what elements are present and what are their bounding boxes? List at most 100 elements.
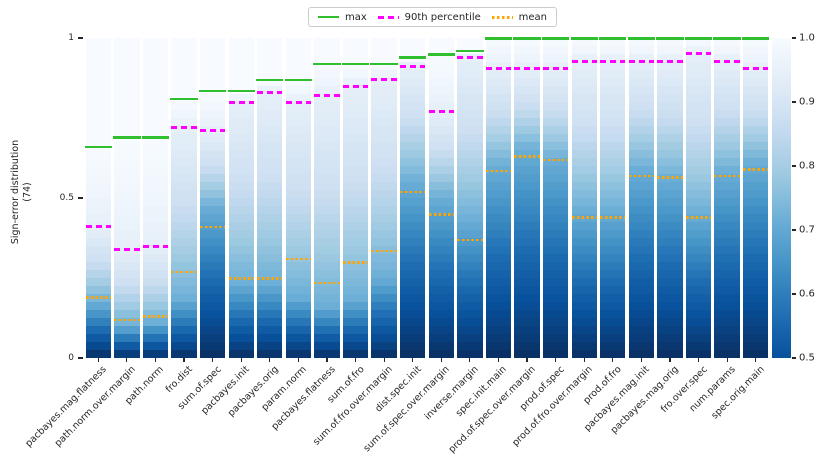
y-tick-label-1: 1 bbox=[68, 33, 74, 43]
distribution-bar-spec.orig.main bbox=[743, 38, 769, 358]
max-marker-num.params bbox=[713, 37, 741, 40]
bar-slot-sum.of.fro.over.margin bbox=[370, 38, 399, 358]
p90-marker-dist.spec.init bbox=[400, 65, 426, 69]
max-marker-prod.of.spec.over.margin bbox=[513, 37, 541, 40]
bar-slot-fro.dist bbox=[170, 38, 199, 358]
max-marker-dist.spec.init bbox=[399, 56, 427, 59]
colorbar-tick-label-0.6: 0.6 bbox=[799, 288, 815, 300]
x-tick-mark bbox=[126, 358, 128, 362]
colorbar-tick-label-0.7: 0.7 bbox=[799, 224, 815, 236]
bar-slot-sum.of.spec.over.margin bbox=[427, 38, 456, 358]
mean-marker-prod.of.fro bbox=[600, 216, 626, 219]
x-tick-mark bbox=[154, 358, 157, 362]
max-marker-sum.of.fro.over.margin bbox=[370, 62, 398, 66]
x-tick-mark bbox=[97, 358, 99, 362]
x-tick-mark bbox=[526, 358, 528, 362]
mean-marker-prod.of.spec bbox=[542, 158, 569, 162]
distribution-bar-prod.of.spec.over.margin bbox=[514, 38, 540, 358]
p90-marker-prod.of.spec.over.margin bbox=[514, 66, 540, 70]
colorbar-tick-mark bbox=[792, 37, 796, 39]
p90-marker-prod.of.fro.over.margin bbox=[571, 59, 597, 63]
bar-slot-sum.of.spec bbox=[198, 38, 227, 358]
x-tick-mark bbox=[669, 358, 671, 362]
x-tick-mark bbox=[583, 358, 585, 362]
max-marker-param.norm bbox=[284, 78, 313, 82]
bar-slot-pacbayes.init bbox=[227, 38, 256, 358]
mean-marker-prod.of.fro.over.margin bbox=[571, 216, 597, 219]
distribution-bar-path.norm bbox=[142, 38, 169, 358]
distribution-bar-pacbayes.init bbox=[228, 38, 254, 358]
y-tick-mark bbox=[78, 37, 83, 39]
mean-marker-path.norm bbox=[142, 315, 169, 318]
p90-marker-inverse.margin bbox=[457, 55, 483, 59]
mean-marker-sum.of.spec.over.margin bbox=[428, 213, 454, 216]
distribution-bar-pacbayes.flatness bbox=[314, 38, 340, 358]
x-tick-mark bbox=[297, 358, 299, 362]
y-axis-label-line1: Sign-error distribution bbox=[10, 139, 22, 245]
max-marker-pacbayes.flatness bbox=[313, 62, 341, 66]
bar-slot-dist.spec.init bbox=[398, 38, 427, 358]
colorbar-tick-mark bbox=[792, 357, 796, 359]
legend-label: max bbox=[345, 11, 367, 23]
mean-marker-pacbayes.mag.orig bbox=[657, 176, 683, 179]
mean-marker-pacbayes.init bbox=[228, 277, 254, 280]
p90-marker-pacbayes.orig bbox=[257, 90, 283, 94]
p90-marker-param.norm bbox=[285, 100, 312, 104]
x-tick-mark bbox=[326, 358, 328, 362]
bar-slot-prod.of.spec bbox=[541, 37, 570, 358]
distribution-bar-dist.spec.init bbox=[400, 38, 426, 358]
distribution-bar-fro.over.spec bbox=[685, 38, 712, 358]
max-marker-spec.orig.main bbox=[742, 37, 770, 40]
mean-marker-fro.over.spec bbox=[685, 216, 712, 219]
distribution-bar-prod.of.fro bbox=[600, 38, 626, 358]
y-tick-mark bbox=[78, 357, 83, 359]
x-tick-mark bbox=[555, 358, 557, 362]
legend-dashed-line-icon bbox=[377, 15, 399, 19]
x-tick-mark bbox=[497, 358, 500, 362]
p90-marker-path.norm.over.margin bbox=[114, 247, 140, 251]
bar-slot-pacbayes.orig bbox=[256, 38, 285, 358]
max-marker-fro.dist bbox=[170, 97, 198, 101]
bar-slot-prod.of.spec.over.margin bbox=[513, 37, 542, 358]
x-tick-mark bbox=[269, 358, 271, 362]
y-tick-label-0.5: 0.5 bbox=[59, 193, 74, 203]
x-tick-mark bbox=[726, 358, 728, 362]
x-tick-mark bbox=[383, 358, 385, 362]
max-marker-sum.of.fro bbox=[341, 62, 370, 66]
colorbar-tick-mark bbox=[792, 229, 796, 231]
x-tick-mark bbox=[212, 358, 214, 362]
max-marker-pacbayes.init bbox=[227, 89, 255, 93]
bar-slot-path.norm.over.margin bbox=[113, 38, 142, 358]
p90-marker-pacbayes.mag.init bbox=[628, 59, 655, 63]
legend-label: mean bbox=[518, 11, 547, 23]
p90-marker-pacbayes.mag.orig bbox=[657, 59, 683, 63]
p90-marker-sum.of.fro bbox=[342, 84, 369, 88]
legend-item-mean: mean bbox=[491, 11, 547, 23]
distribution-bar-inverse.margin bbox=[457, 38, 483, 358]
max-marker-spec.init.main bbox=[484, 37, 513, 40]
bar-slot-spec.orig.main bbox=[741, 37, 770, 358]
p90-marker-fro.dist bbox=[171, 126, 197, 130]
mean-marker-fro.dist bbox=[171, 270, 197, 274]
bar-slot-sum.of.fro bbox=[341, 38, 370, 358]
mean-marker-sum.of.fro.over.margin bbox=[371, 249, 397, 253]
bar-slot-param.norm bbox=[284, 38, 313, 358]
x-tick-mark bbox=[412, 358, 414, 362]
x-tick-mark bbox=[469, 358, 471, 362]
p90-marker-pacbayes.mag.flatness bbox=[85, 225, 111, 229]
x-tick-mark bbox=[183, 358, 185, 362]
p90-marker-spec.orig.main bbox=[743, 67, 769, 71]
colorbar-tick-label-0.5: 0.5 bbox=[799, 352, 815, 364]
colorbar bbox=[772, 38, 791, 358]
distribution-bar-pacbayes.mag.flatness bbox=[85, 38, 111, 358]
p90-marker-num.params bbox=[714, 59, 740, 63]
bar-slot-pacbayes.flatness bbox=[313, 38, 342, 358]
mean-marker-sum.of.spec bbox=[199, 225, 226, 229]
bar-slot-prod.of.fro.over.margin bbox=[570, 37, 599, 358]
p90-marker-prod.of.spec bbox=[542, 66, 569, 70]
legend-item-90th-percentile: 90th percentile bbox=[377, 12, 481, 23]
mean-marker-pacbayes.mag.flatness bbox=[85, 296, 111, 299]
legend-solid-line-icon bbox=[318, 15, 339, 19]
bar-slot-pacbayes.mag.flatness bbox=[84, 38, 113, 358]
colorbar-tick-mark bbox=[792, 101, 796, 103]
